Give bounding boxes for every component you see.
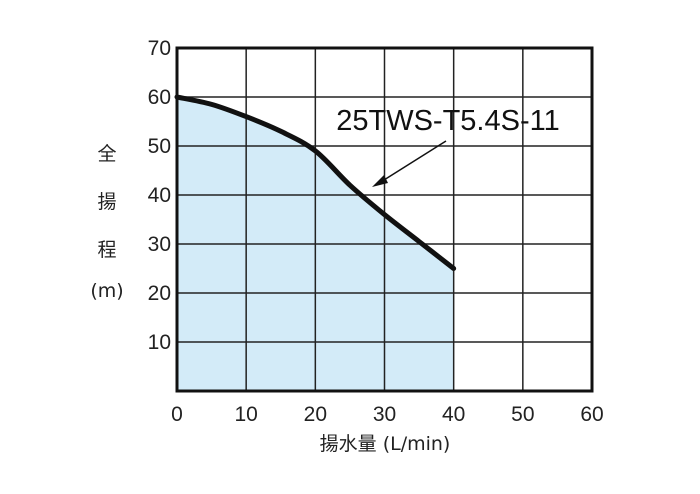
- series-annotation: 25TWS-T5.4S-11: [336, 105, 559, 137]
- annotation-arrowhead: [372, 175, 388, 187]
- y-axis-label-char: 揚: [97, 191, 116, 213]
- y-tick-label: 10: [148, 331, 171, 354]
- y-tick-label: 40: [148, 184, 171, 207]
- y-tick-label: 30: [148, 233, 171, 256]
- x-tick-label: 20: [304, 403, 327, 426]
- x-tick-label: 40: [442, 403, 465, 426]
- y-tick-label: 70: [148, 37, 171, 60]
- y-tick-label: 20: [148, 282, 171, 305]
- x-axis-label: 揚水量 (L/min): [320, 433, 451, 455]
- y-axis-label-char: 程: [97, 239, 116, 261]
- plot-frame: [175, 46, 594, 393]
- y-axis-label-char: 全: [97, 143, 116, 165]
- annotation-arrow: [375, 140, 447, 186]
- x-tick-label: 50: [511, 403, 534, 426]
- series-line: [174, 94, 457, 271]
- x-tick-label: 30: [373, 403, 396, 426]
- x-tick-label: 60: [580, 403, 603, 426]
- y-axis-label-char: (m): [90, 280, 123, 302]
- x-tick-label: 0: [171, 403, 183, 426]
- y-tick-label: 60: [148, 86, 171, 109]
- y-tick-label: 50: [148, 135, 171, 158]
- x-tick-label: 10: [234, 403, 257, 426]
